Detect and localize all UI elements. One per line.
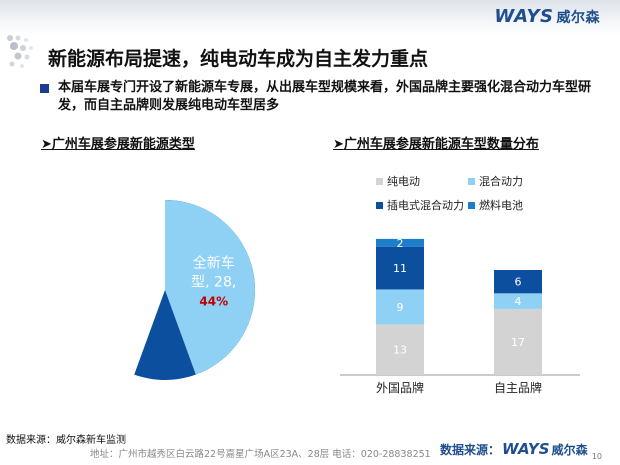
decorative-dots-icon	[7, 35, 33, 68]
bullet-square-icon	[40, 84, 49, 93]
legend-item-hybrid: 混合动力	[468, 173, 568, 189]
bar-segment-0-2	[376, 246, 424, 290]
bar-chart-title-text: 广州车展参展新能源车型数量分布	[343, 137, 539, 152]
pie-slice-label-1-0: 全新车	[193, 254, 235, 271]
brand-logo: WAYS 威尔森	[494, 6, 600, 27]
bar-chart-title: ➤广州车展参展新能源车型数量分布	[333, 137, 539, 152]
source-note: 数据来源：威尔森新车监测	[6, 435, 126, 446]
stacked-bar-chart: 13 9 11 2 外国品牌 17 4 6 自主品牌	[340, 237, 580, 395]
bar-value-label-1-1: 4	[515, 295, 522, 308]
bar-chart-legend: 纯电动 混合动力 插电式混合动力 燃料电池	[376, 173, 576, 213]
bar-segment-0-1	[376, 289, 424, 325]
page-number: 10	[591, 452, 602, 461]
bar-value-label-0-1: 9	[397, 301, 404, 314]
legend-label-fuel-cell: 燃料电池	[479, 199, 523, 212]
legend-label-phev: 插电式混合动力	[387, 199, 464, 212]
footer-source-label: 数据来源：	[440, 443, 501, 457]
legend-item-fuel-cell: 燃料电池	[468, 197, 568, 213]
bar-segment-0-3	[376, 238, 424, 247]
bar-value-label-0-2: 11	[393, 262, 407, 275]
legend-item-bev: 纯电动	[376, 173, 468, 189]
summary-text: 本届车展专门开设了新能源车专展，从出展车型规模来看，外国品牌主要强化混合动力车型…	[58, 80, 592, 113]
bar-value-label-0-3: 2	[397, 237, 404, 250]
legend-swatch-bev	[376, 177, 383, 185]
pie-chart-title: ➤广州车展参展新能源类型	[41, 137, 195, 152]
pie-percent-label-1: 44%	[199, 294, 228, 308]
footer-address: 地址：广州市越秀区白云路22号嘉星广场A区23A、28层 电话：020-2883…	[90, 449, 431, 460]
bar-segment-0-0	[376, 324, 424, 375]
bar-value-label-1-2: 6	[515, 276, 522, 289]
pie-chart-title-text: 广州车展参展新能源类型	[51, 137, 195, 152]
bar-segment-1-2	[494, 270, 542, 294]
legend-swatch-phev	[376, 201, 383, 209]
logo-ways-text: WAYS	[494, 6, 554, 27]
logo-cn-text: 威尔森	[556, 9, 600, 26]
x-tick-label-0: 外国品牌	[376, 381, 424, 395]
footer-logo-ways: WAYS	[502, 440, 550, 458]
legend-label-bev: 纯电动	[387, 175, 420, 188]
bar-segment-1-0	[494, 308, 542, 375]
legend-label-hybrid: 混合动力	[479, 175, 523, 188]
bar-value-label-1-0: 17	[511, 336, 525, 349]
header-band	[0, 0, 620, 36]
summary-bullet: 本届车展专门开设了新能源车专展，从出展车型规模来看，外国品牌主要强化混合动力车型…	[40, 79, 600, 115]
legend-swatch-fuel-cell	[468, 201, 475, 209]
footer-source: 数据来源： WAYS 威尔森	[440, 440, 588, 458]
legend-item-phev: 插电式混合动力	[376, 197, 468, 213]
pie-slice-1	[165, 200, 256, 375]
legend-swatch-hybrid	[468, 177, 475, 185]
page-title: 新能源布局提速，纯电动车成为自主发力重点	[48, 48, 429, 70]
bar-segment-1-1	[494, 293, 542, 309]
footer-logo-cn: 威尔森	[551, 443, 588, 457]
bar-value-label-0-0: 13	[393, 344, 407, 357]
pie-slice-label-1-1: 型, 28,	[191, 274, 236, 290]
x-tick-label-1: 自主品牌	[494, 381, 542, 395]
